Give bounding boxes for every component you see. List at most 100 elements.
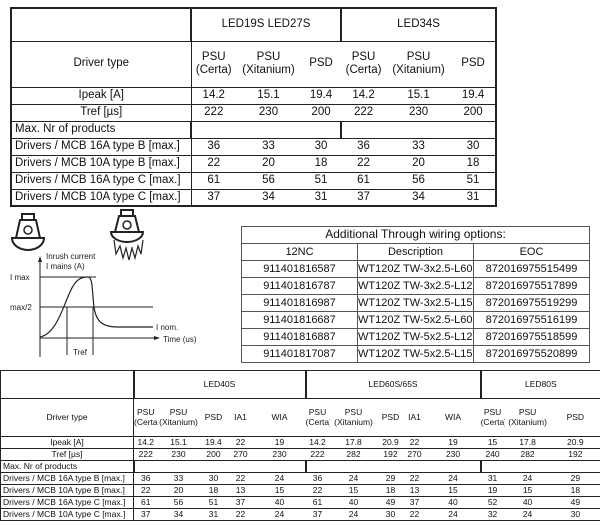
value-cell: 37	[133, 508, 158, 521]
table-row: 911401816887 WT120Z TW-5x2.5-L1200 8720169…	[241, 328, 590, 346]
value-cell: 56	[236, 171, 301, 190]
value-cell: 20	[386, 154, 452, 173]
value-cell: 24	[425, 508, 481, 521]
table-row: 911401816687 WT120Z TW-5x2.5-L600 87201697…	[241, 311, 590, 329]
value-cell: 31	[451, 188, 497, 207]
value-cell: 13	[403, 484, 426, 497]
column-header: PSD	[377, 398, 404, 437]
value-cell: 40	[253, 496, 306, 509]
value-cell: 56	[157, 496, 200, 509]
data-row: Ipeak [A] 14.2 15.1 19.4 22 19 14.2 17.8 20.9 22 1…	[0, 436, 600, 449]
y-label-2: I mains (A)	[46, 262, 85, 271]
data-row: Tref [µs] 222 230 200 222 230 200	[10, 103, 497, 122]
value-cell: 240	[480, 448, 505, 461]
12nc-cell: 911401816887	[241, 328, 358, 346]
value-cell: 40	[504, 496, 551, 509]
value-cell: 24	[329, 508, 378, 521]
value-cell: 14.2	[191, 86, 236, 105]
table-row: 911401816787 WT120Z TW-3x2.5-L1200 8720169…	[241, 277, 590, 295]
header-row: 12NC Description EOC	[241, 243, 590, 261]
value-cell: 22	[341, 154, 387, 173]
eoc-cell: 872016975518599	[473, 328, 590, 346]
section-label: Max. Nr of products	[10, 120, 192, 139]
value-cell: 51	[199, 496, 228, 509]
value-cell: 24	[504, 472, 551, 485]
value-cell: 22	[305, 484, 330, 497]
table-row: 911401816987 WT120Z TW-3x2.5-L1500 8720169…	[241, 294, 590, 312]
value-cell: 34	[157, 508, 200, 521]
luminaire-icon	[10, 213, 46, 251]
value-cell: 192	[550, 448, 600, 461]
row-label: Drivers / MCB 16A type B [max.]	[10, 137, 192, 156]
group-header-row: LED40S LED60S/65S LED80S	[0, 370, 600, 399]
table-row: 911401817087 WT120Z TW-5x2.5-L1500 8720169…	[241, 345, 590, 363]
value-cell: 13	[227, 484, 254, 497]
value-cell: 52	[480, 496, 505, 509]
value-cell: 30	[451, 137, 497, 156]
column-header: PSU (Certa)	[480, 398, 505, 437]
value-cell: 37	[403, 496, 426, 509]
eoc-cell: 872016975517899	[473, 277, 590, 295]
value-cell: 18	[550, 484, 600, 497]
value-cell: 17.8	[329, 436, 378, 449]
value-cell: 14.2	[305, 436, 330, 449]
column-header: PSU (Xitanium)	[157, 398, 200, 437]
row-label: Ipeak [A]	[10, 86, 192, 105]
value-cell: 230	[236, 103, 301, 122]
value-cell: 17.8	[504, 436, 551, 449]
column-header: WIA	[253, 398, 306, 437]
value-cell: 33	[386, 137, 452, 156]
eoc-cell: 872016975516199	[473, 311, 590, 329]
value-cell: 30	[377, 508, 404, 521]
column-header: Description	[357, 243, 474, 261]
table-row: 911401816587 WT120Z TW-3x2.5-L600 87201697…	[241, 260, 590, 278]
x-axis-arrow	[154, 336, 160, 340]
value-cell: 22	[191, 154, 236, 173]
data-row: Drivers / MCB 16A type B [max.] 36 33 30 36 3…	[10, 137, 497, 156]
inrush-current-diagram: Inrush current I mains (A) I max max/2 I…	[10, 252, 197, 357]
value-cell: 24	[425, 472, 481, 485]
imax-label: I max	[10, 273, 30, 282]
value-cell: 200	[451, 103, 497, 122]
value-cell: 49	[550, 496, 600, 509]
title-row: Additional Through wiring options:	[241, 226, 590, 244]
value-cell: 33	[157, 472, 200, 485]
value-cell: 230	[425, 448, 481, 461]
value-cell: 270	[403, 448, 426, 461]
value-cell: 15	[480, 436, 505, 449]
12nc-cell: 911401817087	[241, 345, 358, 363]
value-cell: 36	[191, 137, 236, 156]
inrush-table-bottom: LED40S LED60S/65S LED80S Driver type PSU (Ce…	[0, 370, 600, 521]
value-cell: 61	[191, 171, 236, 190]
value-cell: 61	[133, 496, 158, 509]
value-cell: 15	[504, 484, 551, 497]
description-cell: WT120Z TW-5x2.5-L1200	[357, 328, 474, 346]
value-cell: 31	[301, 188, 342, 207]
row-label: Drivers / MCB 16A type B [max.]	[0, 472, 134, 485]
column-header: PSU (Xitanium)	[504, 398, 551, 437]
empty-cell	[479, 460, 600, 473]
description-cell: WT120Z TW-5x2.5-L1500	[357, 345, 474, 363]
column-header: PSU (Xitanium)	[236, 40, 301, 88]
group-header: LED60S/65S	[304, 370, 482, 399]
data-row: Ipeak [A] 14.2 15.1 19.4 14.2 15.1 19.4	[10, 86, 497, 105]
value-cell: 56	[386, 171, 452, 190]
description-cell: WT120Z TW-3x2.5-L600	[357, 260, 474, 278]
column-header-row: Driver type PSU (Certa) PSU (Xitanium) PSD P…	[10, 40, 497, 88]
data-row: Drivers / MCB 16A type C [max.] 61 56 51 37 4…	[0, 496, 600, 509]
value-cell: 36	[341, 137, 387, 156]
value-cell: 40	[329, 496, 378, 509]
inom-label: I nom.	[156, 323, 178, 332]
column-header: PSU (Xitanium)	[386, 40, 452, 88]
value-cell: 19.4	[199, 436, 228, 449]
value-cell: 15	[425, 484, 481, 497]
value-cell: 20	[157, 484, 200, 497]
value-cell: 61	[341, 171, 387, 190]
value-cell: 20.9	[550, 436, 600, 449]
value-cell: 19	[425, 436, 481, 449]
12nc-cell: 911401816787	[241, 277, 358, 295]
value-cell: 51	[451, 171, 497, 190]
value-cell: 22	[403, 508, 426, 521]
value-cell: 24	[253, 472, 306, 485]
